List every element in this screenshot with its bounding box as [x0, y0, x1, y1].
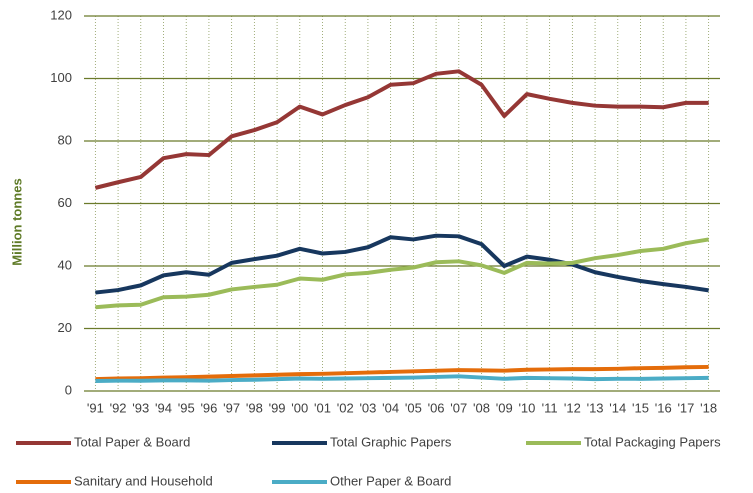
- series-line: [95, 237, 709, 310]
- x-tick-label: '00: [291, 400, 308, 415]
- x-tick-label: '02: [337, 400, 354, 415]
- y-axis-title: Million tonnes: [9, 178, 24, 265]
- x-tick-label: '12: [564, 400, 581, 415]
- y-tick-label: 0: [65, 382, 72, 397]
- x-tick-label: '97: [223, 400, 240, 415]
- legend-label: Total Graphic Papers: [330, 434, 452, 449]
- x-tick-label: '04: [382, 400, 399, 415]
- x-tick-label: '07: [450, 400, 467, 415]
- x-tick-label: '99: [269, 400, 286, 415]
- x-tick-label: '15: [632, 400, 649, 415]
- y-tick-label: 100: [50, 70, 72, 85]
- y-tick-label: 80: [58, 132, 72, 147]
- legend-label: Total Packaging Papers: [584, 434, 721, 449]
- legend-label: Other Paper & Board: [330, 473, 451, 488]
- legend-label: Sanitary and Household: [74, 473, 213, 488]
- x-tick-label: '96: [200, 400, 217, 415]
- x-tick-label: '01: [314, 400, 331, 415]
- x-tick-label: '11: [542, 400, 558, 415]
- x-tick-label: '18: [700, 400, 717, 415]
- y-tick-label: 40: [58, 257, 72, 272]
- x-tick-label: '98: [246, 400, 263, 415]
- x-tick-label: '92: [110, 400, 127, 415]
- x-tick-label: '91: [87, 400, 104, 415]
- x-tick-label: '17: [677, 400, 694, 415]
- x-tick-label: '13: [587, 400, 604, 415]
- x-tick-label: '14: [609, 400, 626, 415]
- series-line: [95, 233, 709, 295]
- x-tick-label: '05: [405, 400, 422, 415]
- y-tick-label: 60: [58, 195, 72, 210]
- x-tick-label: '93: [132, 400, 149, 415]
- x-tick-label: '06: [428, 400, 445, 415]
- series-line: [94, 69, 709, 190]
- series-line: [95, 364, 709, 382]
- x-tick-label: '94: [155, 400, 172, 415]
- x-tick-label: '08: [473, 400, 490, 415]
- series-line: [95, 374, 709, 383]
- y-tick-label: 120: [50, 7, 72, 22]
- y-tick-label: 20: [58, 320, 72, 335]
- x-tick-label: '10: [518, 400, 535, 415]
- x-tick-label: '09: [496, 400, 513, 415]
- legend-label: Total Paper & Board: [74, 434, 190, 449]
- x-tick-label: '03: [359, 400, 376, 415]
- x-tick-label: '16: [655, 400, 672, 415]
- x-tick-label: '95: [178, 400, 195, 415]
